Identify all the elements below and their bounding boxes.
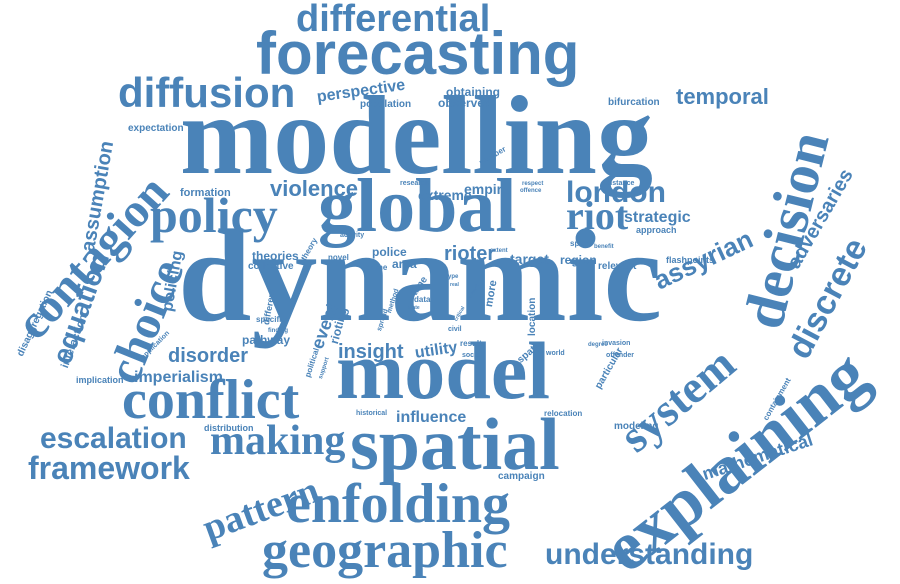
word-obtaining: obtaining [446, 85, 500, 99]
word-novel: novel [328, 253, 349, 262]
word-specific: specific [256, 315, 286, 324]
word-relevant: relevant [598, 261, 637, 272]
word-modeling: modeling [614, 421, 659, 432]
word-research: research [400, 180, 430, 187]
word-modelling: modelling [180, 74, 653, 198]
word-imperialism: imperialism [134, 369, 223, 386]
word-space: space [570, 239, 593, 248]
word-target: target [510, 251, 549, 267]
word-data: data [414, 295, 431, 304]
word-strategic: strategic [624, 209, 691, 226]
word-relocation: relocation [544, 409, 583, 418]
word-theories: theories [252, 249, 299, 263]
word-pathway: pathway [242, 333, 291, 347]
word-social: social [462, 352, 482, 359]
word-finding: finding [268, 328, 288, 334]
word-geographic: geographic [262, 522, 508, 579]
word-rioter: rioter [444, 243, 496, 265]
word-global: global [318, 164, 517, 248]
word-flashpoints: flashpoints [666, 255, 715, 265]
word-model: model [336, 325, 551, 416]
word-influence: influence [396, 409, 467, 426]
word-violence: violence [270, 176, 359, 201]
word-spatial: spatial [350, 404, 560, 486]
word-collective: collective [248, 261, 294, 272]
word-conflict: conflict [122, 369, 300, 431]
word-temporal: temporal [676, 84, 769, 109]
word-world: world [546, 350, 565, 357]
word-understanding: understanding [545, 538, 754, 571]
word-civil: civil [448, 326, 462, 333]
word-formation: formation [180, 187, 231, 199]
word-disorder: disorder [168, 345, 249, 367]
word-london: london [566, 176, 666, 209]
word-extreme: extreme [418, 187, 472, 203]
word-population: population [360, 99, 412, 110]
word-extent: extent [490, 248, 508, 254]
word-making: making [210, 418, 346, 464]
word-bifurcation: bifurcation [608, 97, 660, 108]
word-riot: riot [566, 193, 629, 238]
word-real: real [450, 282, 459, 288]
word-distance: distance [606, 180, 635, 187]
word-offence: offence [520, 188, 542, 194]
word-respect: respect [522, 181, 544, 187]
word-type: type [446, 274, 459, 280]
word-framework: framework [28, 450, 190, 486]
word-support: support [318, 356, 331, 380]
word-activity: activity [340, 232, 365, 239]
word-insight: insight [338, 341, 404, 363]
word-empire: empire [464, 181, 510, 197]
word-forecasting: forecasting [256, 20, 580, 87]
word-crime: crime [366, 263, 388, 272]
word-policy: policy [150, 187, 278, 243]
word-state: state [408, 305, 420, 311]
word-diffusion: diffusion [118, 69, 296, 116]
word-historical: historical [356, 410, 388, 417]
word-expectation: expectation [128, 123, 184, 134]
word-area: area [392, 257, 417, 271]
word-approach: approach [636, 225, 677, 235]
word-differential: differential [296, 0, 491, 40]
word-escalation: escalation [40, 422, 187, 455]
word-distribution: distribution [204, 423, 254, 433]
word-police: police [372, 245, 407, 259]
word-implication: implication [76, 375, 124, 385]
word-result: result [460, 339, 482, 348]
word-region: region [560, 253, 597, 267]
word-dynamic: dynamic [178, 202, 663, 349]
word-offender: offender [606, 352, 634, 359]
word-location: location [527, 297, 538, 336]
word-enfolding: enfolding [286, 473, 511, 535]
word-invasion: invasion [602, 340, 631, 347]
word-benefit: benefit [594, 244, 614, 250]
word-observed: observed [438, 96, 492, 110]
word-campaign: campaign [498, 471, 545, 482]
word-degree: degree [588, 342, 608, 348]
